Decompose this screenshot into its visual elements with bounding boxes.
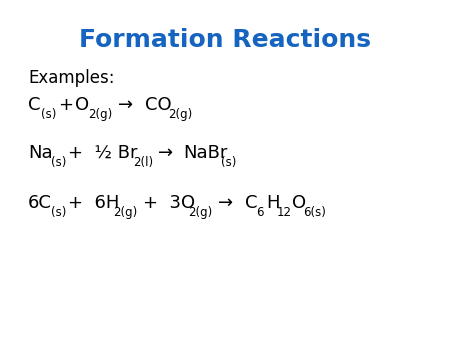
Text: (s): (s) [221, 156, 236, 169]
Text: (s): (s) [51, 206, 67, 219]
Text: +: + [58, 96, 73, 114]
Text: 2(g): 2(g) [168, 108, 192, 121]
Text: C: C [245, 194, 257, 212]
Text: (s): (s) [41, 108, 56, 121]
Text: +  ½ Br: + ½ Br [68, 144, 138, 162]
Text: H: H [266, 194, 279, 212]
Text: Formation Reactions: Formation Reactions [79, 28, 371, 52]
Text: Na: Na [28, 144, 53, 162]
Text: →: → [158, 144, 173, 162]
Text: 6: 6 [256, 206, 264, 219]
Text: O: O [75, 96, 89, 114]
Text: 2(g): 2(g) [113, 206, 137, 219]
Text: 2(l): 2(l) [133, 156, 153, 169]
Text: Examples:: Examples: [28, 69, 114, 87]
Text: 6(s): 6(s) [303, 206, 326, 219]
Text: 6C: 6C [28, 194, 52, 212]
Text: (s): (s) [51, 156, 67, 169]
Text: →: → [118, 96, 133, 114]
Text: C: C [28, 96, 40, 114]
Text: 2(g): 2(g) [188, 206, 212, 219]
Text: CO: CO [145, 96, 171, 114]
Text: O: O [292, 194, 306, 212]
Text: →: → [218, 194, 233, 212]
Text: +  6H: + 6H [68, 194, 119, 212]
Text: 2(g): 2(g) [88, 108, 112, 121]
Text: NaBr: NaBr [183, 144, 227, 162]
Text: +  3O: + 3O [143, 194, 195, 212]
Text: 12: 12 [277, 206, 292, 219]
